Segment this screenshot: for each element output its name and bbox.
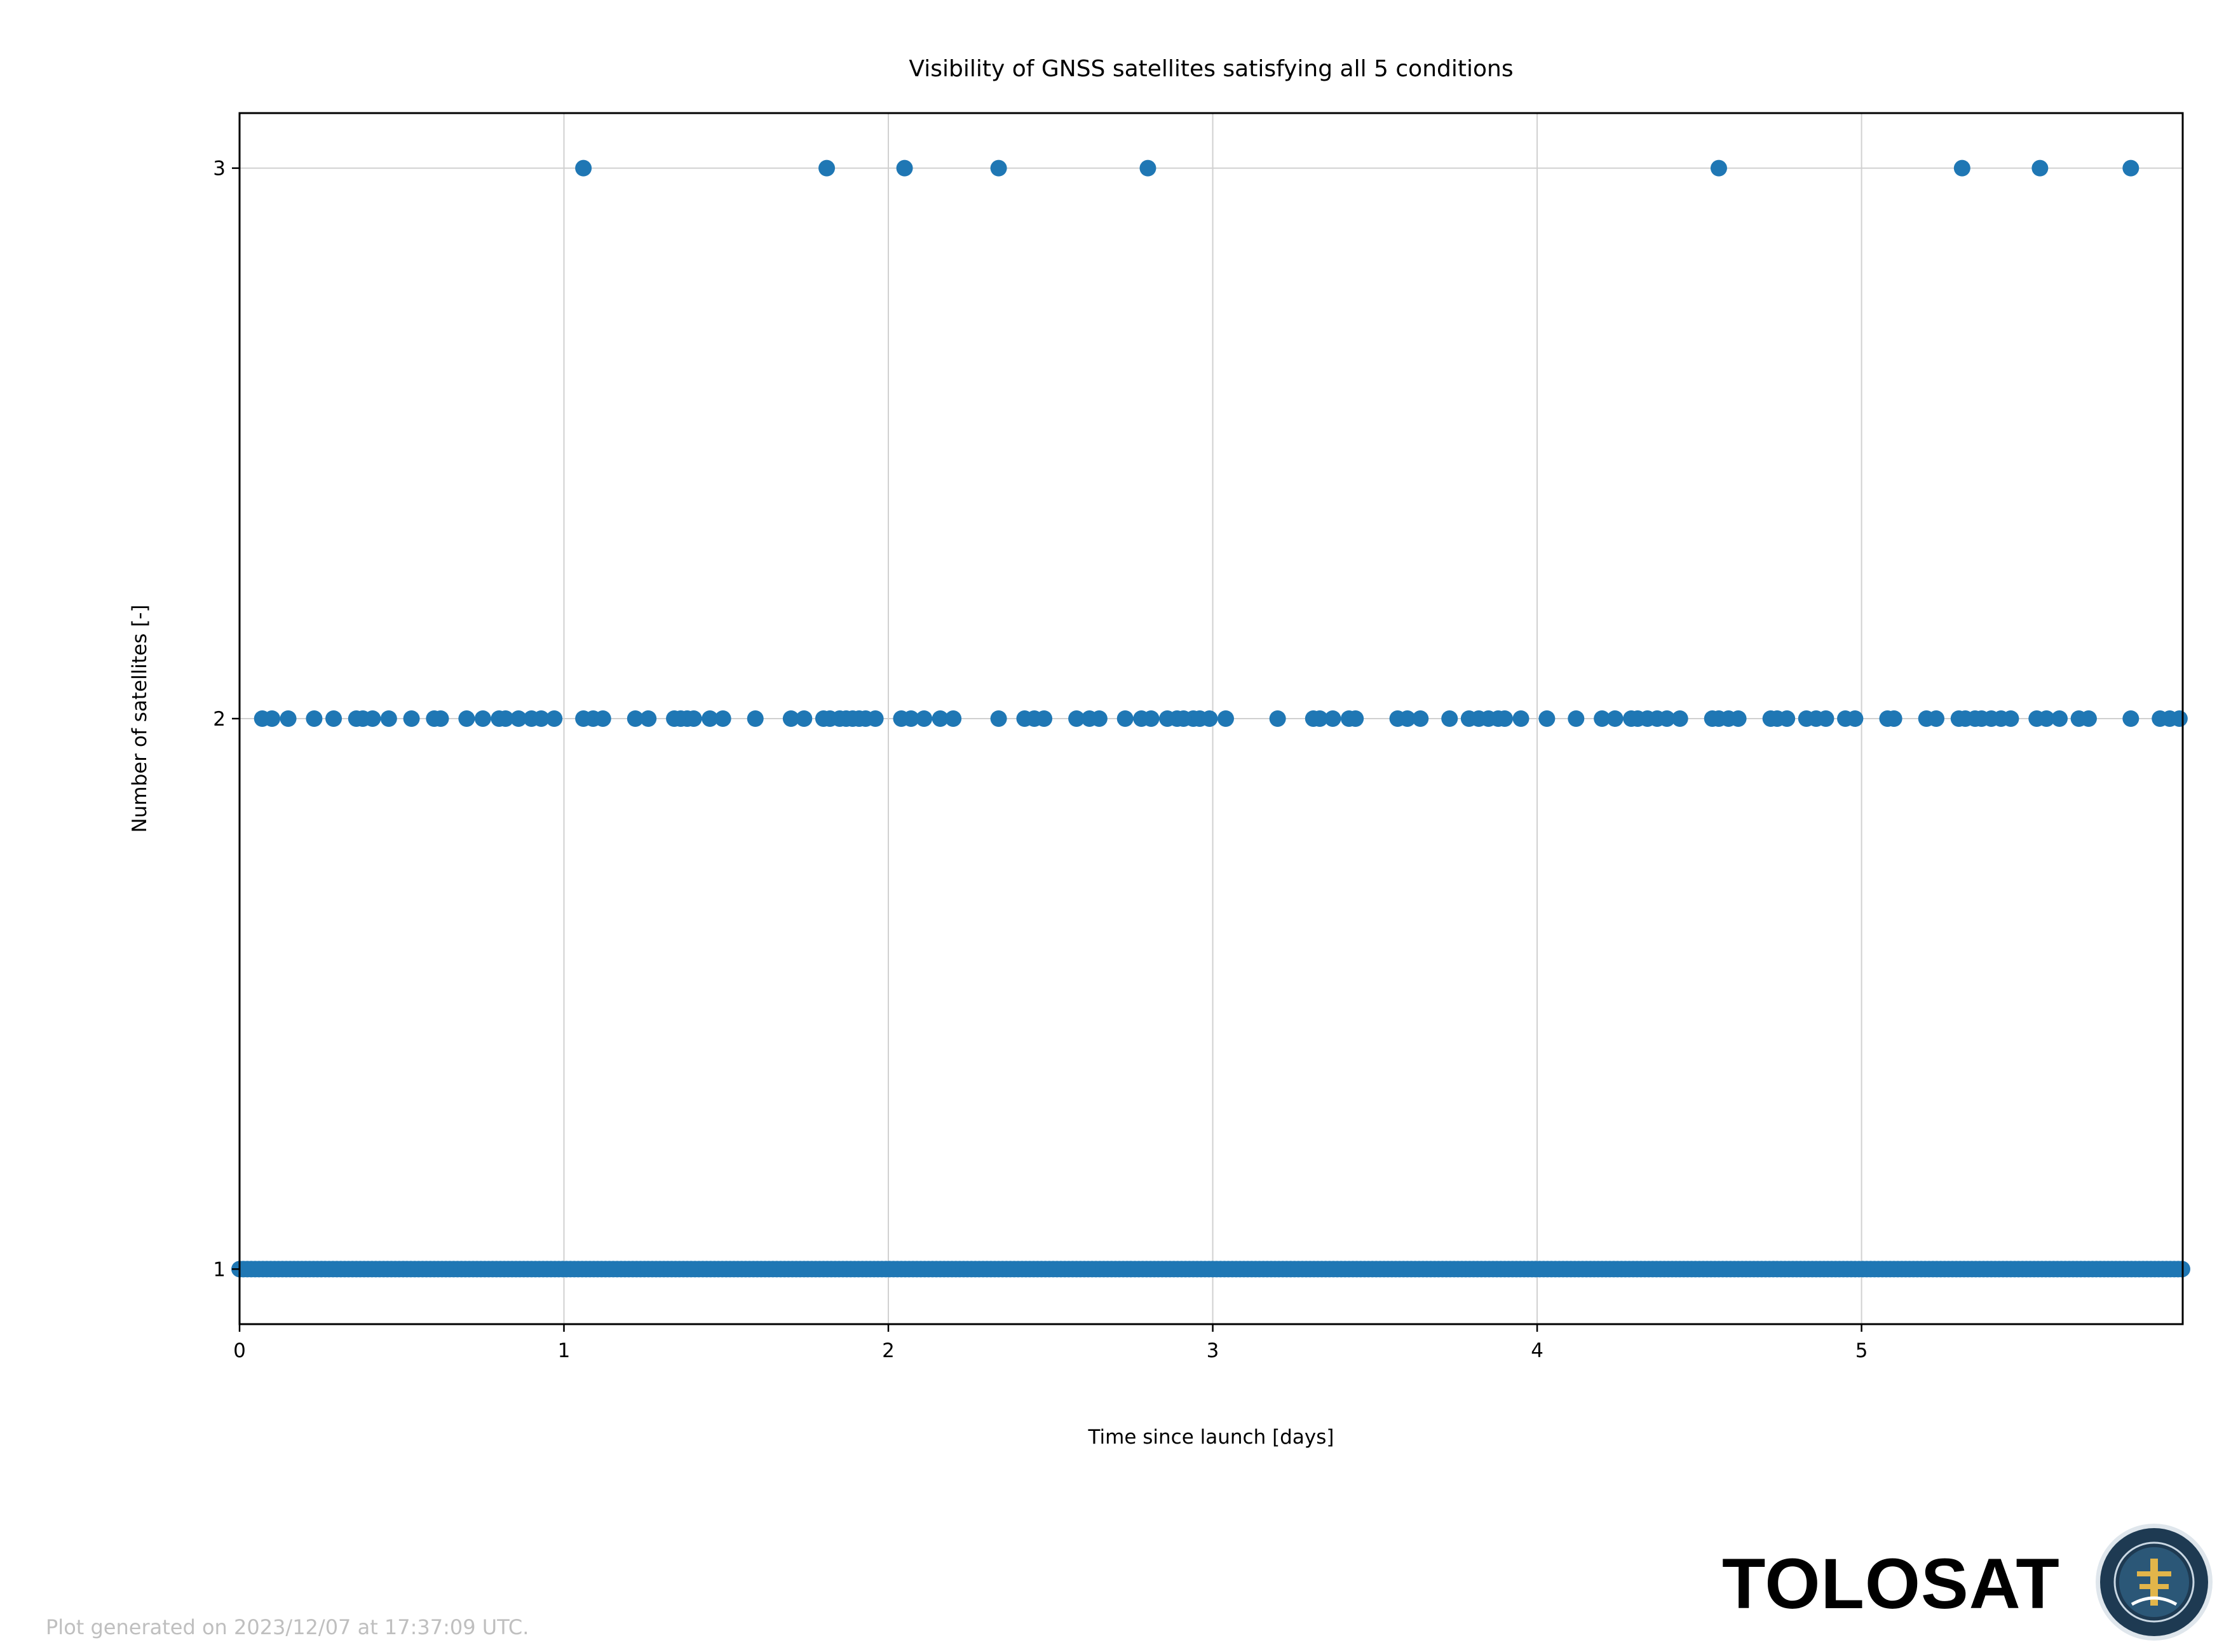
data-point [818,159,836,177]
data-point [2038,710,2055,727]
data-point [796,710,813,727]
data-point [1658,710,1676,727]
data-point [990,710,1007,727]
data-point [1953,159,1970,177]
data-point [2122,159,2139,177]
data-point [1269,710,1286,727]
data-point [1568,710,1585,727]
data-point [1928,710,1945,727]
x-tick-label: 0 [233,1339,246,1362]
data-point [1671,710,1688,727]
data-point [403,710,420,727]
generation-timestamp: Plot generated on 2023/12/07 at 17:37:09… [46,1615,529,1639]
data-point [280,710,297,727]
data-point [546,710,563,727]
x-tick-label: 2 [882,1339,895,1362]
data-point [474,710,491,727]
brand-name: TOLOSAT [1722,1544,2060,1623]
data-point [1817,710,1834,727]
data-point [1139,159,1156,177]
data-point [2002,710,2019,727]
y-tick-label: 1 [213,1258,226,1281]
data-point [1512,710,1529,727]
x-axis-label: Time since launch [days] [1088,1426,1334,1449]
data-point [896,159,913,177]
data-points [231,159,2190,1278]
data-point [1779,710,1796,727]
tolosat-seal-icon [2096,1524,2213,1641]
data-point [532,710,550,727]
data-point [1143,710,1160,727]
y-axis-label: Number of satellites [-] [128,605,151,833]
data-point [867,710,884,727]
data-point [1885,710,1902,727]
data-point [1496,710,1514,727]
data-point [1201,710,1218,727]
data-point [1324,710,1341,727]
data-point [1068,710,1085,727]
data-point [782,710,799,727]
data-point [380,710,397,727]
data-point [1441,710,1458,727]
data-point [1399,710,1416,727]
data-point [594,710,611,727]
data-point [510,710,527,727]
data-point [1730,710,1747,727]
data-point [264,710,281,727]
data-point [364,710,381,727]
x-tick-label: 1 [558,1339,571,1362]
data-point [497,710,514,727]
data-point [1412,710,1429,727]
data-point [640,710,657,727]
data-point [747,710,764,727]
data-point [685,710,702,727]
data-point [2080,710,2097,727]
data-point [1347,710,1364,727]
data-point [1116,710,1134,727]
y-tick-label: 3 [213,158,226,180]
data-point [702,710,719,727]
y-tick-label: 2 [213,708,226,731]
data-point [2051,710,2068,727]
data-point [902,710,919,727]
data-point [2031,159,2049,177]
data-point [1710,159,1727,177]
data-point [1312,710,1329,727]
data-point [1036,710,1053,727]
data-point [627,710,644,727]
data-point [916,710,933,727]
data-point [945,710,962,727]
x-tick-label: 5 [1855,1339,1868,1362]
data-point [1217,710,1234,727]
data-point [458,710,475,727]
data-point [325,710,342,727]
x-tick-label: 3 [1207,1339,1219,1362]
data-point [1538,710,1556,727]
data-point [2171,710,2188,727]
x-tick-label: 4 [1531,1339,1543,1362]
x-axis-ticks: 0 1 2 3 4 5 [233,1324,1868,1362]
data-point [1594,710,1611,727]
chart-title: Visibility of GNSS satellites satisfying… [909,56,1513,82]
y-axis-ticks: 1 2 3 [213,158,240,1281]
data-point [432,710,449,727]
data-point [2122,710,2139,727]
data-point [1847,710,1864,727]
data-point [306,710,323,727]
data-point [1606,710,1624,727]
data-point [575,159,592,177]
data-point [714,710,731,727]
data-point [932,710,949,727]
data-point [1090,710,1108,727]
data-point [990,159,1007,177]
